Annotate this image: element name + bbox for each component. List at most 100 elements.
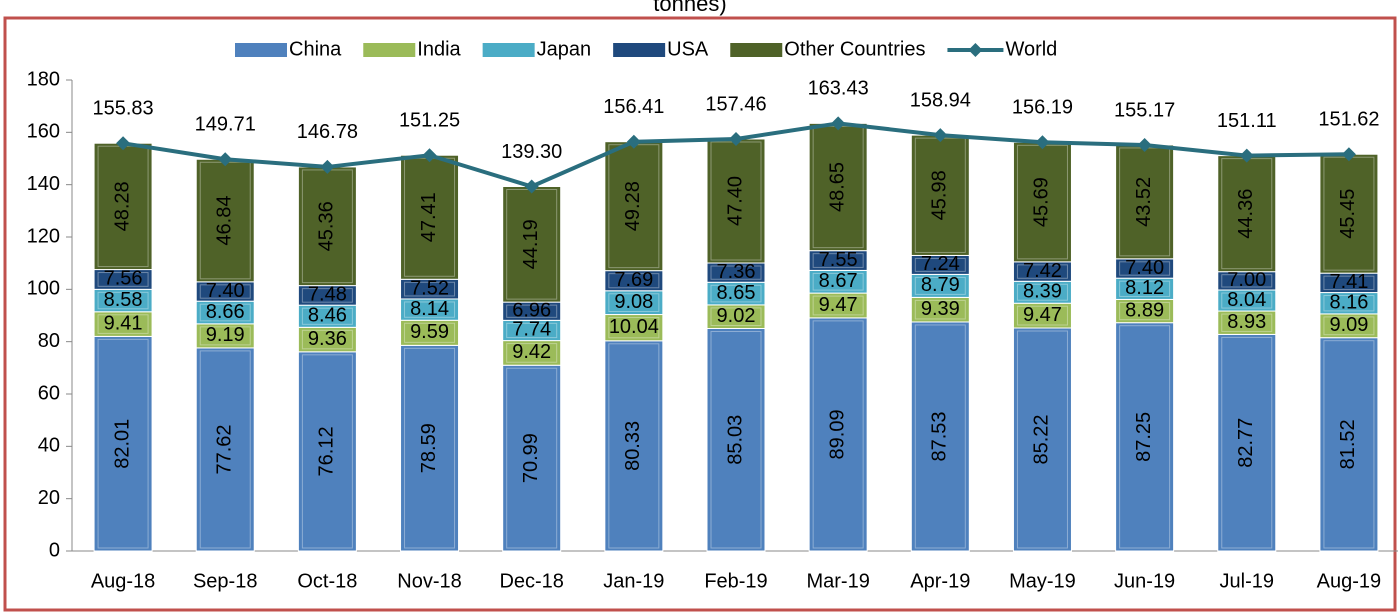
bar-inner [506, 343, 558, 363]
data-label: 7.40 [206, 280, 245, 302]
data-label: 48.65 [826, 162, 848, 212]
bar-inner [1323, 295, 1375, 312]
bar-inner [1221, 336, 1273, 549]
data-label: 49.28 [622, 181, 644, 231]
bar-inner [97, 291, 149, 310]
line-marker [933, 128, 948, 143]
bar-segment [808, 122, 868, 252]
data-label: 45.98 [929, 170, 951, 220]
x-tick-label: Nov-18 [397, 570, 461, 592]
data-label: 82.01 [111, 419, 133, 469]
bar-inner [710, 265, 762, 280]
x-tick-label: Jul-19 [1220, 570, 1274, 592]
bar-segment [1217, 155, 1277, 273]
data-label: 156.41 [603, 96, 664, 118]
data-label: 9.19 [206, 324, 245, 346]
data-label: 7.24 [921, 253, 960, 275]
line-marker [1137, 137, 1152, 152]
data-label: 9.36 [308, 328, 347, 350]
data-label: 7.36 [717, 261, 756, 283]
data-label: 9.41 [104, 312, 143, 334]
data-label: 9.47 [1023, 304, 1062, 326]
x-tick-label: May-19 [1009, 570, 1076, 592]
bar-inner [301, 354, 353, 549]
bar-inner [404, 322, 456, 343]
line-marker [116, 136, 131, 151]
bar-segment [1115, 322, 1175, 552]
bar-segment [706, 138, 766, 264]
data-label: 9.47 [819, 294, 858, 316]
data-label: 7.42 [1023, 260, 1062, 282]
bar-segment [297, 326, 357, 353]
data-label: 6.96 [512, 300, 551, 322]
x-tick-label: Dec-18 [499, 570, 563, 592]
data-label: 8.46 [308, 305, 347, 327]
data-label: 87.25 [1133, 412, 1155, 462]
y-tick-label: 160 [27, 121, 60, 143]
line-marker [831, 116, 846, 131]
data-label: 43.52 [1133, 177, 1155, 227]
data-label: 8.65 [717, 282, 756, 304]
bar-segment [502, 340, 562, 366]
bar-inner [914, 257, 966, 272]
legend-swatch [613, 43, 666, 57]
bar-inner [710, 307, 762, 327]
data-label: 7.00 [1227, 269, 1266, 291]
data-label: 151.62 [1318, 109, 1379, 131]
x-tick-label: Apr-19 [910, 570, 970, 592]
data-label: 151.11 [1217, 110, 1277, 132]
data-label: 156.19 [1012, 97, 1073, 119]
line-marker [1035, 135, 1050, 150]
data-label: 10.04 [609, 316, 659, 338]
bar-inner [1119, 261, 1171, 276]
data-label: 81.52 [1337, 419, 1359, 469]
bar-segment [195, 347, 255, 552]
data-label: 8.04 [1227, 289, 1266, 311]
y-tick-label: 140 [27, 173, 60, 195]
bar-segment [1012, 302, 1072, 329]
bar-segment [502, 185, 562, 303]
data-label: 139.30 [501, 141, 562, 163]
bar-inner [97, 272, 149, 287]
y-tick-label: 120 [27, 225, 60, 247]
bar-inner [1221, 313, 1273, 332]
data-label: 158.94 [910, 89, 971, 111]
bar-segment [195, 323, 255, 349]
line-marker [422, 148, 437, 163]
bar-segment [604, 141, 664, 272]
line-marker [524, 179, 539, 194]
x-tick-label: Mar-19 [806, 570, 869, 592]
bar-inner [1323, 316, 1375, 336]
bar-inner [199, 350, 251, 549]
bar-inner [506, 322, 558, 339]
data-label: 151.25 [399, 110, 460, 132]
bar-inner [1221, 292, 1273, 309]
bar-segment [400, 154, 460, 280]
bar-inner [914, 324, 966, 549]
data-label: 85.03 [724, 415, 746, 465]
bar-inner [301, 307, 353, 325]
bar-segment [297, 166, 357, 287]
bar-inner [1016, 283, 1068, 301]
bar-inner [608, 293, 660, 313]
data-label: 8.79 [921, 274, 960, 296]
bar-inner [301, 288, 353, 303]
bar-inner [1221, 274, 1273, 288]
data-label: 70.99 [520, 433, 542, 483]
data-label: 47.41 [418, 192, 440, 242]
bar-inner [404, 301, 456, 318]
bar-inner [1119, 301, 1171, 321]
bar-inner [608, 317, 660, 339]
bar-segment [808, 292, 868, 319]
data-label: 8.16 [1329, 292, 1368, 314]
data-label: 8.39 [1023, 281, 1062, 303]
line-marker [626, 134, 641, 149]
bar-inner [710, 331, 762, 549]
y-tick-label: 100 [27, 278, 60, 300]
data-label: 87.53 [929, 411, 951, 461]
bar-inner [1016, 305, 1068, 326]
legend-swatch [482, 43, 535, 57]
bar-inner [608, 273, 660, 289]
